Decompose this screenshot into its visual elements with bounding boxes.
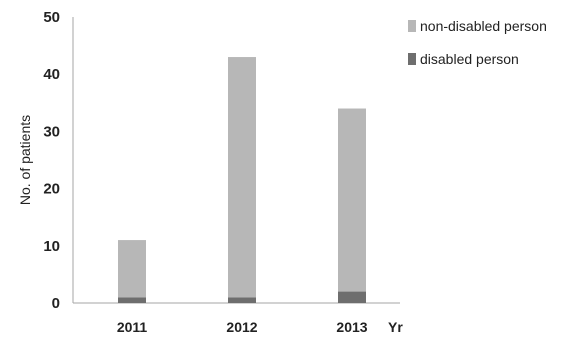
bar-disabled-person-2013 xyxy=(338,291,366,303)
bars xyxy=(118,57,366,303)
bar-non-disabled-person-2011 xyxy=(118,240,146,298)
y-tick-label: 30 xyxy=(43,123,60,140)
y-axis-title: No. of patients xyxy=(17,115,33,205)
x-tick-label: 2012 xyxy=(226,319,257,335)
x-tick-labels: 2011 2012 2013 xyxy=(117,319,368,335)
y-tick-label: 20 xyxy=(43,181,60,198)
x-tick-label: 2011 xyxy=(117,319,148,335)
bar-non-disabled-person-2012 xyxy=(228,57,256,298)
legend-label: non-disabled person xyxy=(420,18,547,34)
y-tick-label: 50 xyxy=(43,9,60,26)
y-tick-label: 40 xyxy=(43,66,60,83)
legend-swatch xyxy=(408,53,416,65)
y-tick-label: 0 xyxy=(52,295,60,312)
bar-disabled-person-2011 xyxy=(118,297,146,303)
y-axis: 0 10 20 30 40 50 xyxy=(43,9,74,312)
bar-non-disabled-person-2013 xyxy=(338,108,366,292)
legend: non-disabled person disabled person xyxy=(408,18,547,67)
legend-label: disabled person xyxy=(420,51,519,67)
bar-disabled-person-2012 xyxy=(228,297,256,303)
x-axis-title: Yr xyxy=(388,319,403,335)
legend-swatch xyxy=(408,20,416,32)
y-tick-label: 10 xyxy=(43,238,60,255)
x-tick-label: 2013 xyxy=(336,319,367,335)
y-tick-labels: 0 10 20 30 40 50 xyxy=(43,9,60,312)
